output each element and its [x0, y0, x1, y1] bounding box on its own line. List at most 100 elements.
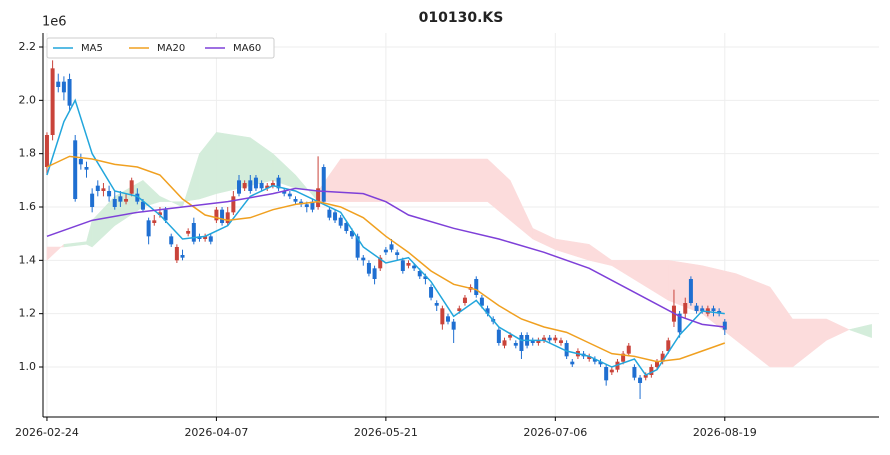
- x-tick-label: 2026-07-06: [523, 426, 587, 439]
- candle-body: [225, 212, 230, 223]
- candle-body: [90, 193, 95, 207]
- candle-body: [502, 340, 507, 346]
- axis-offset: 1e6: [42, 15, 67, 30]
- candle-body: [474, 279, 479, 295]
- candle-body: [95, 185, 100, 191]
- candle-body: [208, 236, 213, 242]
- legend: MA5 MA20 MA60: [46, 37, 275, 59]
- cloud-segment: [317, 158, 341, 202]
- cloud-segment: [532, 227, 556, 251]
- candle-body: [553, 337, 558, 341]
- cloud-segment: [199, 131, 217, 200]
- candle-body: [632, 367, 637, 378]
- x-tick-label: 2026-02-24: [15, 426, 79, 439]
- candle-body: [395, 252, 400, 255]
- candle-body: [638, 377, 643, 383]
- candle-body: [349, 231, 354, 237]
- legend-label: MA5: [81, 43, 103, 54]
- cloud-segment: [272, 153, 296, 189]
- candle-body: [276, 177, 281, 189]
- candle-body: [78, 159, 83, 165]
- candle-body: [722, 321, 727, 330]
- candle-body: [677, 313, 682, 333]
- candle-body: [412, 265, 417, 269]
- candle-body: [383, 249, 388, 253]
- candle-body: [287, 193, 292, 197]
- cloud-segment: [46, 243, 65, 261]
- x-tick-label: 2026-04-07: [184, 426, 248, 439]
- candle-body: [107, 191, 112, 197]
- candle-body: [423, 276, 428, 279]
- candle-body: [361, 257, 366, 261]
- candle-body: [282, 191, 287, 194]
- y-tick-label: 1.8: [19, 147, 37, 160]
- candle-body: [242, 183, 247, 189]
- candle-body: [50, 68, 55, 135]
- candle-body: [570, 361, 575, 365]
- ma-line: [46, 187, 725, 328]
- candle-body: [564, 343, 569, 357]
- legend-box: [46, 37, 275, 59]
- y-tick-label: 1.2: [19, 307, 37, 320]
- cloud-segment: [848, 324, 872, 339]
- candle-body: [157, 212, 162, 215]
- candle-body: [621, 353, 626, 362]
- candle-body: [180, 255, 185, 258]
- candle-body: [366, 263, 371, 274]
- candle-body: [44, 135, 49, 167]
- cloud-segment: [114, 179, 144, 227]
- cloud-segment: [555, 238, 590, 261]
- candle-body: [112, 199, 117, 207]
- candle-body: [479, 297, 484, 306]
- candle-body: [462, 297, 467, 303]
- candle-body: [84, 167, 89, 170]
- y-tick-label: 1.4: [19, 253, 37, 266]
- candle-body: [558, 340, 563, 343]
- candle-body: [587, 356, 592, 359]
- legend-label: MA60: [233, 43, 261, 54]
- ma-line: [46, 98, 725, 376]
- candle-body: [203, 236, 208, 239]
- candle-body: [649, 367, 654, 375]
- candle-body: [321, 167, 326, 202]
- candle-body: [457, 308, 462, 311]
- candle-body: [56, 81, 61, 87]
- candle-body: [220, 209, 225, 223]
- y-tick-label: 2.0: [19, 93, 37, 106]
- candle-body: [135, 193, 140, 202]
- candle-body: [417, 271, 422, 277]
- cloud-segment: [701, 265, 737, 341]
- cloud-segment: [442, 158, 488, 202]
- candle-body: [440, 308, 445, 325]
- candle-body: [429, 287, 434, 298]
- candle-body: [67, 79, 72, 106]
- candle-body: [389, 244, 394, 250]
- candle-body: [344, 223, 349, 231]
- candle-body: [191, 223, 196, 242]
- cloud-segment: [611, 260, 669, 301]
- candle-body: [355, 236, 360, 258]
- candle-body: [643, 375, 648, 378]
- candle-body: [655, 361, 660, 367]
- cloud-segment: [86, 220, 93, 248]
- cloud-segment: [735, 273, 771, 368]
- candle-body: [61, 81, 66, 93]
- cloud-segment: [826, 318, 850, 341]
- candle-body: [694, 305, 699, 311]
- cloud-segment: [91, 195, 115, 248]
- candle-body: [327, 209, 332, 218]
- candle-body: [434, 303, 439, 306]
- candle-body: [333, 212, 338, 221]
- candle-body: [293, 199, 298, 202]
- candle-body: [400, 260, 405, 271]
- candle-body: [338, 217, 343, 226]
- candle-body: [513, 343, 518, 346]
- candle-body: [711, 308, 716, 311]
- candle-body: [485, 308, 490, 314]
- candle-body: [378, 257, 383, 269]
- candle-body: [146, 220, 151, 237]
- candle-body: [508, 335, 513, 338]
- candle-body: [124, 199, 129, 202]
- y-tick-label: 1.6: [19, 200, 37, 213]
